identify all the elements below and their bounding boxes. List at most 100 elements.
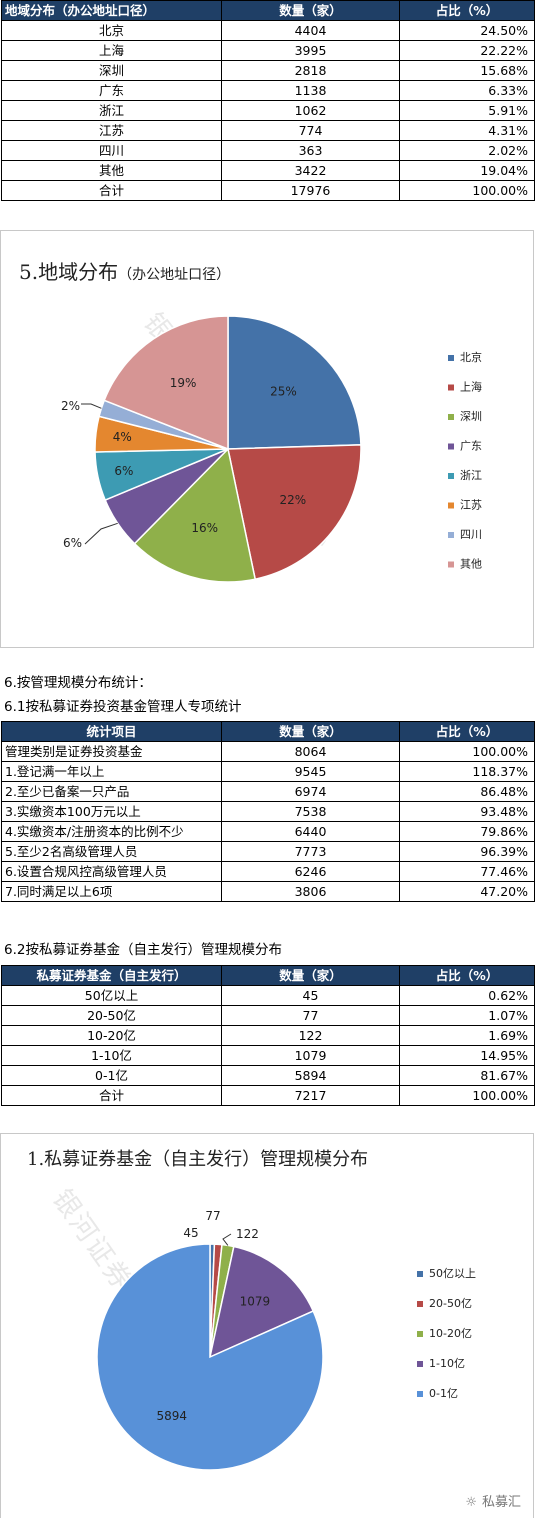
label-cell: 6.设置合规风控高级管理人员: [1, 861, 222, 882]
table-row: 4.实缴资本/注册资本的比例不少 6440 79.86%: [1, 821, 535, 842]
share-cell: 79.86%: [399, 821, 535, 842]
legend-label: 20-50亿: [429, 1297, 472, 1310]
label-cell: 上海: [1, 40, 222, 61]
pie-slice-3: [208, 1245, 315, 1359]
pie-slice-4: [96, 1243, 324, 1471]
share-cell: 14.95%: [399, 1045, 535, 1066]
count-cell: 9545: [221, 761, 400, 782]
label-cell: 0-1亿: [1, 1065, 222, 1086]
section-heading-scale: 6.按管理规模分布统计：: [4, 675, 152, 691]
share-cell: 100.00%: [399, 180, 535, 201]
data-label: 122: [236, 1227, 259, 1241]
label-cell: 1-10亿: [1, 1045, 222, 1066]
count-cell: 3422: [221, 160, 400, 181]
signature-text: 私募汇: [481, 1495, 521, 1510]
count-cell: 5894: [221, 1065, 400, 1086]
label-cell: 20-50亿: [1, 1005, 222, 1026]
data-label: 6%: [114, 464, 133, 478]
data-label: 77: [205, 1209, 220, 1223]
region-chart-title: 5.地域分布（办公地址口径）: [19, 256, 230, 285]
table-row: 北京 4404 24.50%: [1, 20, 535, 41]
region-chart-title-main: 5.地域分布: [19, 260, 119, 284]
region-table: 地域分布（办公地址口径） 数量（家） 占比（%） 北京 4404 24.50% 上海 3…: [1, 0, 535, 201]
share-cell: 47.20%: [399, 881, 535, 902]
data-label: 25%: [270, 385, 297, 399]
count-cell: 7538: [221, 801, 400, 822]
table-row: 上海 3995 22.22%: [1, 40, 535, 61]
legend-swatch: [417, 1391, 423, 1397]
label-cell: 浙江: [1, 100, 222, 121]
share-cell: 0.62%: [399, 985, 535, 1006]
region-pie-panel: 5.地域分布（办公地址口径） 银河证券基金研究中心 25%22%16%6%6%4…: [0, 230, 534, 648]
data-label: 2%: [61, 399, 80, 413]
section-heading-6-2: 6.2按私募证券基金（自主发行）管理规模分布: [4, 942, 282, 958]
share-cell: 100.00%: [399, 1085, 535, 1106]
table-row: 四川 363 2.02%: [1, 140, 535, 161]
leader-line: [222, 1233, 232, 1246]
table-row: 管理类别是证券投资基金 8064 100.00%: [1, 741, 535, 762]
table-row: 0-1亿 5894 81.67%: [1, 1065, 535, 1086]
label-cell: 7.同时满足以上6项: [1, 881, 222, 902]
count-cell: 122: [221, 1025, 400, 1046]
legend-label: 江苏: [460, 499, 482, 512]
count-cell: 4404: [221, 20, 400, 41]
count-cell: 774: [221, 120, 400, 141]
header-share: 占比（%）: [399, 965, 535, 986]
label-cell: 深圳: [1, 60, 222, 81]
legend-swatch: [448, 502, 454, 509]
header-count: 数量（家）: [221, 0, 400, 21]
count-cell: 363: [221, 140, 400, 161]
label-cell: 其他: [1, 160, 222, 181]
data-label: 22%: [279, 493, 306, 507]
share-cell: 1.07%: [399, 1005, 535, 1026]
table-row: 其他 3422 19.04%: [1, 160, 535, 181]
data-label: 5894: [157, 1409, 188, 1423]
legend-label: 深圳: [460, 410, 482, 423]
label-cell: 四川: [1, 140, 222, 161]
table-row: 1.登记满一年以上 9545 118.37%: [1, 761, 535, 782]
legend-swatch: [448, 355, 454, 361]
data-label: 19%: [170, 376, 197, 390]
share-cell: 24.50%: [399, 20, 535, 41]
data-label: 4%: [113, 430, 132, 444]
label-cell: 5.至少2名高级管理人员: [1, 841, 222, 862]
share-cell: 5.91%: [399, 100, 535, 121]
table-row: 5.至少2名高级管理人员 7773 96.39%: [1, 841, 535, 862]
legend-swatch: [448, 473, 454, 479]
label-cell: 50亿以上: [1, 985, 222, 1006]
label-cell: 管理类别是证券投资基金: [1, 741, 222, 762]
legend-swatch: [417, 1301, 423, 1307]
scale-pie-panel: 1.私募证券基金（自主发行）管理规模分布 银河证券基金研究中心 45771221…: [0, 1133, 534, 1518]
table-row: 50亿以上 45 0.62%: [1, 985, 535, 1006]
table-row: 2.至少已备案一只产品 6974 86.48%: [1, 781, 535, 802]
share-cell: 100.00%: [399, 741, 535, 762]
data-label: 1079: [240, 1295, 271, 1309]
label-cell: 北京: [1, 20, 222, 41]
legend-swatch: [448, 384, 454, 391]
legend-swatch: [417, 1271, 423, 1277]
share-cell: 93.48%: [399, 801, 535, 822]
share-cell: 4.31%: [399, 120, 535, 141]
legend-label: 其他: [460, 558, 482, 571]
share-cell: 96.39%: [399, 841, 535, 862]
manager-stats-header: 统计项目 数量（家） 占比（%）: [1, 721, 535, 742]
data-label: 6%: [63, 536, 82, 550]
count-cell: 1138: [221, 80, 400, 101]
label-cell: 合计: [1, 180, 222, 201]
label-cell: 合计: [1, 1085, 222, 1106]
header-count: 数量（家）: [221, 721, 400, 742]
wechat-icon: ☼: [465, 1495, 477, 1510]
table-row: 浙江 1062 5.91%: [1, 100, 535, 121]
header-region: 地域分布（办公地址口径）: [1, 0, 222, 21]
header-share: 占比（%）: [399, 721, 535, 742]
share-cell: 2.02%: [399, 140, 535, 161]
scale-chart-title: 1.私募证券基金（自主发行）管理规模分布: [27, 1149, 369, 1170]
label-cell: 10-20亿: [1, 1025, 222, 1046]
table-row: 合计 7217 100.00%: [1, 1085, 535, 1106]
share-cell: 19.04%: [399, 160, 535, 181]
pie-slice-0: [227, 315, 362, 450]
legend-label: 上海: [460, 380, 482, 394]
region-table-header: 地域分布（办公地址口径） 数量（家） 占比（%）: [1, 0, 535, 21]
legend-label: 50亿以上: [429, 1267, 476, 1280]
count-cell: 6440: [221, 821, 400, 842]
